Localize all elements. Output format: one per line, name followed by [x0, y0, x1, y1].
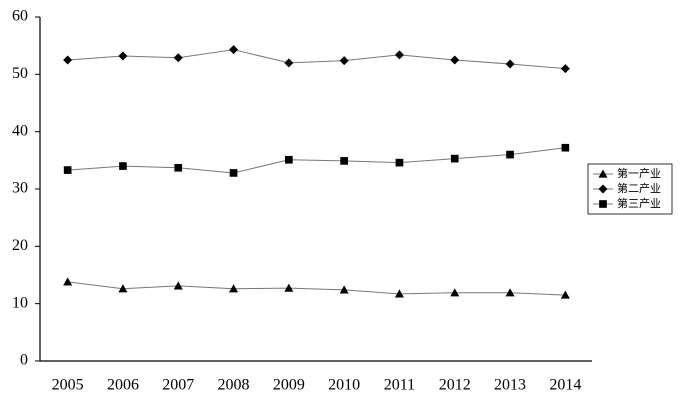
x-tick-label: 2008 [218, 377, 250, 394]
data-point [561, 143, 570, 152]
series-line [67, 49, 566, 70]
y-tick-label: 0 [20, 352, 28, 369]
data-point [285, 155, 293, 164]
data-point [173, 281, 183, 290]
data-point [119, 162, 127, 170]
data-point [450, 288, 460, 297]
data-point [505, 59, 515, 69]
data-point [284, 58, 294, 68]
x-tick-label: 2005 [52, 377, 84, 394]
data-point [63, 55, 73, 65]
y-tick-label: 40 [12, 122, 28, 139]
data-point [560, 290, 570, 299]
data-point [63, 277, 73, 286]
x-tick-label: 2010 [328, 377, 360, 394]
x-tick-label: 2009 [273, 377, 305, 394]
legend-label: 第一产业 [617, 166, 661, 180]
data-point [118, 51, 128, 61]
y-tick-label: 20 [12, 237, 28, 254]
data-point [174, 163, 183, 172]
y-tick-label: 60 [12, 8, 28, 25]
data-point [340, 157, 348, 165]
legend-marker [599, 200, 607, 208]
y-tick-label: 50 [12, 65, 28, 82]
data-point [395, 158, 404, 167]
y-tick-label: 30 [12, 180, 28, 197]
legend-marker [598, 184, 608, 194]
data-point [560, 64, 570, 74]
x-tick-label: 2012 [439, 377, 471, 394]
data-point [505, 288, 515, 297]
x-tick-label: 2006 [107, 377, 139, 394]
data-point [284, 283, 294, 292]
x-tick-label: 2013 [494, 377, 526, 394]
legend-label: 第二产业 [617, 181, 661, 195]
legend-label: 第三产业 [617, 196, 661, 210]
x-tick-label: 2014 [549, 377, 581, 394]
data-point [450, 154, 459, 163]
y-tick-label: 10 [12, 294, 28, 311]
data-point [118, 284, 128, 293]
data-point [173, 53, 183, 63]
data-point [450, 55, 460, 65]
data-point [229, 45, 239, 55]
data-point [229, 169, 238, 177]
data-point [339, 56, 349, 66]
data-point [63, 166, 72, 174]
series-line [67, 281, 566, 296]
series-line [67, 147, 566, 174]
data-point [394, 289, 404, 298]
legend-marker [598, 169, 608, 178]
x-tick-label: 2007 [162, 377, 194, 394]
data-point [339, 285, 349, 294]
data-point [229, 284, 239, 293]
x-tick-label: 2011 [384, 377, 415, 394]
data-point [506, 150, 514, 159]
data-point [394, 50, 404, 60]
